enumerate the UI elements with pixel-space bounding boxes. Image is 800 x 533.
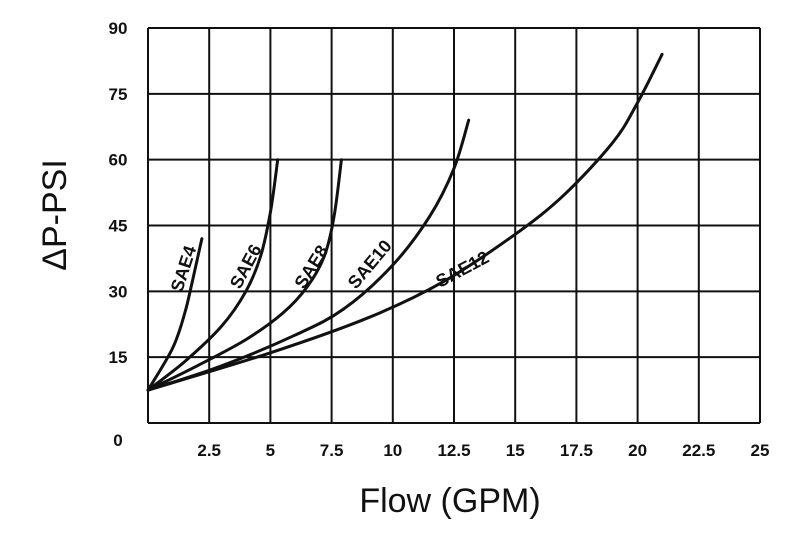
x-axis-title: Flow (GPM): [359, 482, 540, 520]
series-label-sae10: SAE10: [344, 236, 396, 293]
series-lines: [146, 52, 664, 392]
x-tick-label: 22.5: [682, 441, 715, 460]
x-tick-label: 7.5: [320, 441, 344, 460]
series-line-sae8: [146, 158, 343, 392]
x-tick-label: 10: [383, 441, 402, 460]
series-line-sae10: [146, 118, 471, 392]
origin-tick-label: 0: [113, 431, 122, 450]
series-labels: SAE4 SAE6 SAE8 SAE10 SAE12: [167, 236, 492, 294]
x-tick-label: 17.5: [560, 441, 593, 460]
x-tick-label: 15: [506, 441, 525, 460]
series-label-sae6: SAE6: [226, 241, 266, 292]
y-tick-label: 15: [109, 348, 128, 367]
x-tick-label: 5: [266, 441, 275, 460]
y-axis-title: ΔP-PSI: [36, 159, 74, 271]
x-tick-label: 2.5: [197, 441, 221, 460]
series-line-sae4: [146, 237, 204, 392]
x-tick-label: 20: [628, 441, 647, 460]
series-label-sae12: SAE12: [432, 247, 492, 291]
y-tick-label: 45: [109, 217, 128, 236]
y-tick-label: 30: [109, 282, 128, 301]
x-tick-label: 25: [751, 441, 770, 460]
x-tick-label: 12.5: [437, 441, 470, 460]
series-label-sae8: SAE8: [290, 242, 332, 292]
y-tick-label: 75: [109, 85, 128, 104]
y-tick-label: 90: [109, 19, 128, 38]
series-line-sae12: [146, 52, 664, 392]
y-tick-label: 60: [109, 151, 128, 170]
series-line-sae6: [146, 158, 280, 392]
grid: [147, 27, 761, 424]
tick-labels: 15 30 45 60 75 90 0 2.5 5 7.5 10 12.5 15 17.5 20 22.5 25: [109, 19, 770, 460]
